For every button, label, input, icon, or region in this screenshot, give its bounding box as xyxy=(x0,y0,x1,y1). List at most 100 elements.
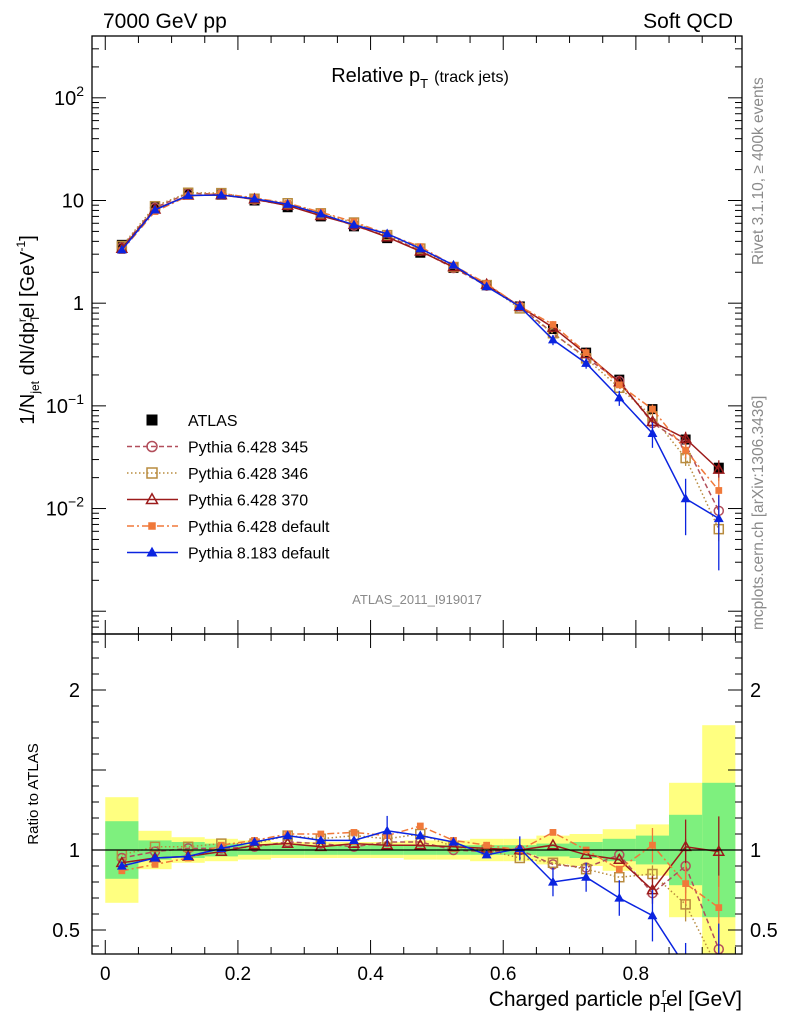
legend-entry: Pythia 8.183 default xyxy=(127,546,330,563)
ratio-point xyxy=(682,880,689,887)
ratio-point xyxy=(547,857,559,869)
ratio-point xyxy=(116,860,127,870)
ratio-point xyxy=(548,876,558,886)
data-point xyxy=(382,233,393,244)
ratio-point xyxy=(448,836,459,846)
legend-marker xyxy=(146,414,158,426)
main-axes: 102 10 1 10−1 10−2 xyxy=(46,35,742,635)
data-point xyxy=(649,405,656,413)
y-tick-label: 10−2 xyxy=(46,494,84,521)
ratio-point xyxy=(382,825,393,835)
series-3 xyxy=(115,188,726,482)
legend-marker xyxy=(146,546,158,557)
y-axis-label: 1/Njet dN/dpTrel [GeV-1] xyxy=(14,235,42,425)
ratio-point xyxy=(715,904,723,911)
ratio-point xyxy=(249,836,260,846)
main-panel-frame xyxy=(91,35,743,635)
ratio-point xyxy=(150,852,160,862)
legend-entry: Pythia 6.428 370 xyxy=(127,492,308,510)
data-point xyxy=(582,349,590,356)
legend: ATLAS Pythia 6.428 345 Pythia 6.428 346 Pyt… xyxy=(127,413,330,563)
ratio-point xyxy=(416,822,424,830)
legend-label: ATLAS xyxy=(188,413,238,430)
y-tick-label: 1 xyxy=(73,293,84,315)
data-point xyxy=(183,190,194,200)
legend-entry: Pythia 6.428 346 xyxy=(127,466,308,483)
data-point xyxy=(315,208,326,218)
data-point xyxy=(581,358,592,367)
legend-entry: Pythia 6.428 345 xyxy=(127,440,308,457)
x-tick-label: 0.8 xyxy=(623,964,649,985)
data-point xyxy=(150,204,160,214)
data-point xyxy=(614,374,625,385)
x-tick-label: 0.6 xyxy=(490,964,516,985)
ratio-tick-label-right: 1 xyxy=(750,840,761,862)
data-point xyxy=(549,321,557,328)
data-point xyxy=(415,243,426,253)
data-point xyxy=(614,392,625,402)
analysis-id: ATLAS_2011_I919017 xyxy=(352,592,482,607)
data-point xyxy=(249,193,260,203)
side-label-top: Rivet 3.1.10, ≥ 400k events xyxy=(750,77,767,265)
legend-label: Pythia 6.428 370 xyxy=(188,493,308,510)
ratio-tick-label: 2 xyxy=(69,680,80,702)
ratio-point xyxy=(380,838,394,850)
ratio-point xyxy=(712,844,726,856)
data-point xyxy=(382,228,393,238)
ratio-tick-label-right: 2 xyxy=(750,680,761,702)
x-tick-label: 0.4 xyxy=(357,964,384,985)
ratio-point xyxy=(615,865,623,873)
series-5 xyxy=(116,189,724,571)
ratio-point xyxy=(483,841,491,849)
series-0 xyxy=(116,188,724,473)
data-point xyxy=(481,281,492,291)
ratio-point xyxy=(714,966,723,975)
ratio-tick-label: 1 xyxy=(69,840,80,862)
legend-marker xyxy=(146,467,158,479)
ratio-point xyxy=(151,861,159,868)
main-series xyxy=(115,187,726,571)
data-point xyxy=(116,244,127,254)
legend-label: Pythia 6.428 345 xyxy=(188,440,308,457)
ratio-tick-label: 0.5 xyxy=(52,920,80,942)
ratio-point xyxy=(681,962,691,971)
series-line xyxy=(121,192,720,512)
y-tick-label: 10−1 xyxy=(46,391,84,418)
ratio-point xyxy=(282,830,293,840)
series-4 xyxy=(118,190,723,509)
ratio-point xyxy=(549,829,557,836)
x-tick-label: 0 xyxy=(100,964,111,985)
ratio-point xyxy=(415,830,426,840)
ratio-axes: 0 0.2 0.4 0.6 0.8 2 2 1 1 0.5 0.5 xyxy=(52,634,778,985)
ratio-point xyxy=(183,851,194,860)
data-point xyxy=(679,431,692,443)
ratio-point xyxy=(349,835,359,844)
data-point xyxy=(712,462,726,474)
ratio-point xyxy=(546,838,560,850)
y-tick-label: 10 xyxy=(62,190,84,212)
data-point xyxy=(715,487,723,494)
plot-title: Relative pT (track jets) xyxy=(331,65,509,91)
series-2 xyxy=(116,187,725,542)
data-point xyxy=(682,446,689,454)
ratio-tick-label-right: 0.5 xyxy=(750,920,778,942)
data-point xyxy=(680,493,691,503)
ratio-point xyxy=(718,953,719,954)
legend-label: Pythia 6.428 346 xyxy=(188,466,308,483)
data-point xyxy=(647,428,658,437)
x-axis-label: Charged particle pTrel [GeV] xyxy=(489,985,742,1015)
ratio-point xyxy=(481,849,492,859)
legend-label: Pythia 8.183 default xyxy=(188,546,330,563)
ratio-point xyxy=(649,841,656,849)
ratio-point xyxy=(414,838,427,850)
header-right: Soft QCD xyxy=(643,10,733,33)
data-point xyxy=(615,381,623,389)
legend-marker xyxy=(146,440,158,453)
header-left: 7000 GeV pp xyxy=(103,10,227,33)
ratio-point xyxy=(614,892,625,902)
data-point xyxy=(548,334,558,344)
ratio-point xyxy=(613,852,626,864)
ratio-point xyxy=(350,829,358,836)
legend-marker xyxy=(148,522,156,530)
